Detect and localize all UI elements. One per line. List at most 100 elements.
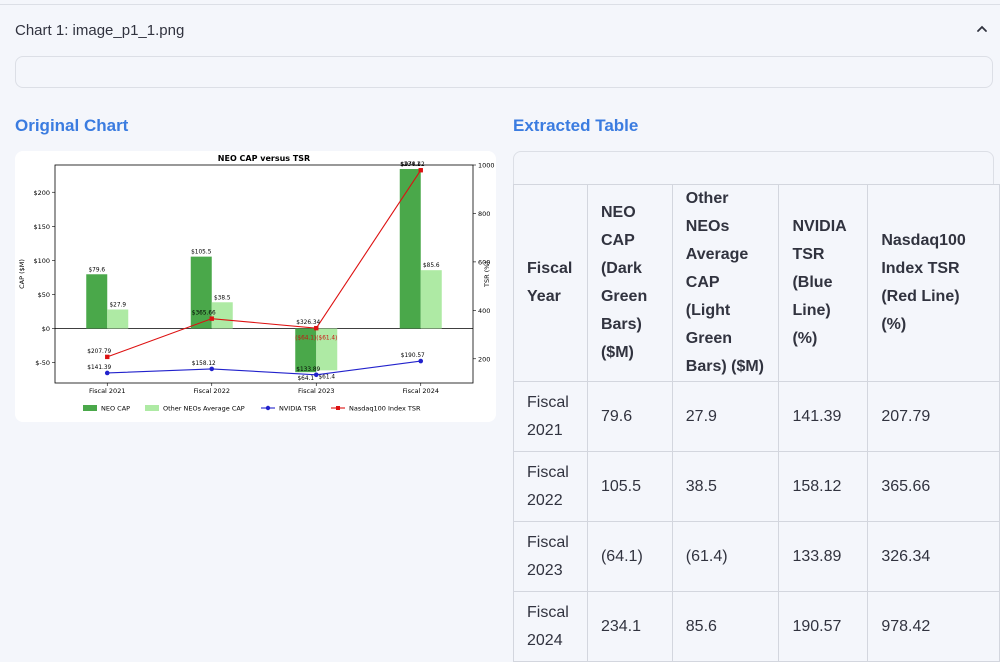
header-nvidia-tsr[interactable]: NVIDIA TSR (Blue Line) (%) [778, 184, 869, 382]
table-row: Fiscal 2021 79.6 27.9 141.39 207.79 [513, 381, 1000, 452]
table-cell: 365.66 [867, 451, 1000, 522]
series-line [107, 360, 421, 376]
table-header-row: Fiscal Year NEO CAP (Dark Green Bars) ($… [513, 184, 1000, 382]
y-axis-label: CAP ($M) [18, 259, 26, 289]
header-nasdaq-tsr[interactable]: Nasdaq100 Index TSR (Red Line) (%) [867, 184, 1000, 382]
legend-label: NEO CAP [101, 405, 130, 413]
line-point [209, 366, 215, 372]
table-cell: 141.39 [778, 381, 869, 452]
table-row: Fiscal 2023 (64.1) (61.4) 133.89 326.34 [513, 521, 1000, 592]
bar-label: $38.5 [214, 295, 231, 301]
expander-header[interactable]: Chart 1: image_p1_1.png [0, 4, 1000, 56]
table-cell: 133.89 [778, 521, 869, 592]
y2-axis-label: TSR (%) [483, 261, 491, 288]
original-chart-heading: Original Chart [15, 116, 129, 135]
plot-frame [54, 164, 474, 384]
header-neo-cap[interactable]: NEO CAP (Dark Green Bars) ($M) [586, 184, 673, 382]
y-tick-label: $100 [33, 257, 50, 265]
table-cell: Fiscal 2023 [513, 521, 588, 592]
legend-swatch [83, 405, 97, 411]
chart-title: NEO CAP versus TSR [218, 154, 310, 163]
line-point [105, 354, 110, 360]
x-tick-label: Fiscal 2023 [298, 387, 334, 395]
line-point [104, 370, 110, 376]
x-tick-label: Fiscal 2022 [194, 387, 230, 395]
chart-card: NEO CAP versus TSR $-50 $0 $50 $100 $150 $200 2… [15, 151, 496, 422]
table-row: Fiscal 2024 234.1 85.6 190.57 978.42 [513, 591, 1000, 662]
point-label: $326.34 [296, 320, 320, 326]
point-label: $365.66 [192, 311, 216, 317]
table-cell: Fiscal 2022 [513, 451, 588, 522]
line-point [418, 358, 424, 364]
y-tick-label: $50 [38, 291, 50, 299]
table-cell: 158.12 [778, 451, 869, 522]
line-point [314, 325, 319, 331]
table-cell: (61.4) [671, 521, 780, 592]
bar [399, 169, 421, 329]
table-cell: (64.1) [586, 521, 673, 592]
bar-label: $105.5 [191, 250, 212, 256]
table-cell: Fiscal 2024 [513, 591, 588, 662]
chart-svg: NEO CAP versus TSR $-50 $0 $50 $100 $150 $200 2… [18, 154, 495, 413]
bar-label: $27.9 [109, 302, 126, 308]
point-label: $133.89 [296, 367, 320, 373]
line-point [418, 168, 423, 173]
y2-tick-label: 400 [478, 307, 490, 315]
extracted-table: Fiscal Year NEO CAP (Dark Green Bars) ($… [513, 184, 1000, 662]
bar [420, 270, 442, 329]
bar-label: $234.1 [400, 162, 421, 168]
legend-marker [265, 405, 271, 411]
table-cell: 79.6 [586, 381, 673, 452]
table-cell: 207.79 [867, 381, 1000, 452]
table-cell: 234.1 [586, 591, 673, 662]
expander-title: Chart 1: image_p1_1.png [15, 22, 185, 39]
table-cell: 105.5 [586, 451, 673, 522]
y-tick-label: $0 [42, 325, 50, 333]
bar-label: $85.6 [423, 263, 440, 269]
table-cell: 190.57 [778, 591, 869, 662]
y-tick-label: $-50 [35, 359, 50, 367]
bar [190, 256, 212, 329]
negative-annotation: ($64.1)($61.4) [295, 335, 337, 341]
table-cell: 27.9 [671, 381, 780, 452]
y2-tick-label: 1000 [478, 162, 495, 170]
x-tick-label: Fiscal 2024 [403, 387, 439, 395]
y2-tick-label: 600 [478, 258, 490, 266]
y2-tick-label: 800 [478, 210, 490, 218]
bar [295, 328, 317, 373]
extracted-table-heading: Extracted Table [513, 116, 639, 135]
bar [107, 309, 129, 329]
point-label: $141.39 [87, 365, 111, 371]
legend-label: Other NEOs Average CAP [163, 405, 245, 413]
point-label: $978.42 [401, 162, 425, 168]
point-label: $158.12 [192, 361, 216, 367]
bar [316, 328, 338, 371]
table-toolbar-box [513, 151, 994, 185]
point-label: $207.79 [87, 349, 111, 355]
bar-label: $61.4 [318, 374, 335, 380]
bar [86, 274, 108, 329]
legend-label: NVIDIA TSR [279, 405, 317, 413]
line-point [209, 316, 214, 321]
legend-swatch [145, 405, 159, 411]
header-other-neos-cap[interactable]: Other NEOs Average CAP (Light Green Bars… [671, 184, 780, 382]
bar-label: $79.6 [88, 267, 105, 273]
bar-label: $64.1 [297, 376, 314, 382]
y2-tick-label: 200 [478, 355, 490, 363]
bar [211, 302, 233, 329]
y-tick-label: $200 [33, 189, 50, 197]
table-cell: 326.34 [867, 521, 1000, 592]
header-fiscal-year[interactable]: Fiscal Year [513, 184, 588, 382]
expander-content-box [15, 56, 993, 88]
point-label: $190.57 [401, 353, 425, 359]
table-cell: 85.6 [671, 591, 780, 662]
line-point [313, 372, 319, 378]
table-cell: 978.42 [867, 591, 1000, 662]
series-line [107, 169, 422, 358]
legend-marker [336, 406, 340, 410]
chevron-up-icon[interactable] [976, 23, 988, 35]
x-tick-label: Fiscal 2021 [89, 387, 125, 395]
table-cell: Fiscal 2021 [513, 381, 588, 452]
table-cell: 38.5 [671, 451, 780, 522]
y-tick-label: $150 [33, 223, 50, 231]
